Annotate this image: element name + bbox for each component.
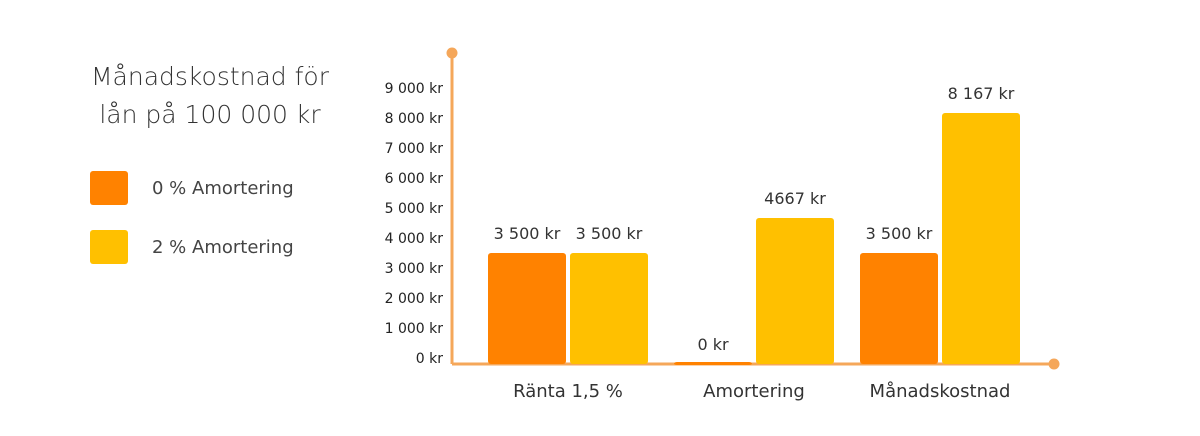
y-tick-label: 7 000 kr [385,141,444,157]
y-tick-label: 5 000 kr [385,201,444,217]
x-category-label: Amortering [703,381,805,402]
y-axis-end-dot [446,47,458,59]
data-label: 3 500 kr [494,224,561,243]
chart-title-line-2: lån på 100 000 kr [99,100,321,129]
legend-swatch-orange [90,171,128,205]
data-label: 8 167 kr [948,84,1015,103]
bar-orange [674,362,752,365]
y-tick-label: 4 000 kr [385,231,444,247]
bar-orange [860,253,938,364]
data-label: 0 kr [697,335,729,354]
chart-title: Månadskostnad för lån på 100 000 kr [60,58,360,134]
legend-label: 0 % Amortering [152,177,294,199]
data-label: 3 500 kr [866,224,933,243]
y-tick-label: 1 000 kr [385,321,444,337]
y-tick-label: 2 000 kr [385,291,444,307]
data-label: 4667 kr [764,189,826,208]
legend-item-0-amortering: 0 % Amortering [90,171,294,205]
bar-yellow [570,253,648,364]
legend-swatch-yellow [90,230,128,264]
bar-yellow [756,217,834,364]
legend-label: 2 % Amortering [152,236,294,258]
x-category-label: Ränta 1,5 % [513,381,623,402]
y-tick-label: 0 kr [416,351,443,367]
legend-item-2-amortering: 2 % Amortering [90,230,294,264]
x-category-label: Månadskostnad [870,381,1011,402]
chart-title-line-1: Månadskostnad för [90,62,329,91]
x-axis-end-dot [1048,358,1060,370]
y-tick-label: 9 000 kr [385,81,444,97]
y-tick-label: 3 000 kr [385,261,444,277]
bar-yellow [942,112,1020,365]
bar-orange [488,253,566,364]
data-label: 3 500 kr [576,224,643,243]
y-tick-label: 8 000 kr [385,111,444,127]
y-tick-label: 6 000 kr [385,171,444,187]
